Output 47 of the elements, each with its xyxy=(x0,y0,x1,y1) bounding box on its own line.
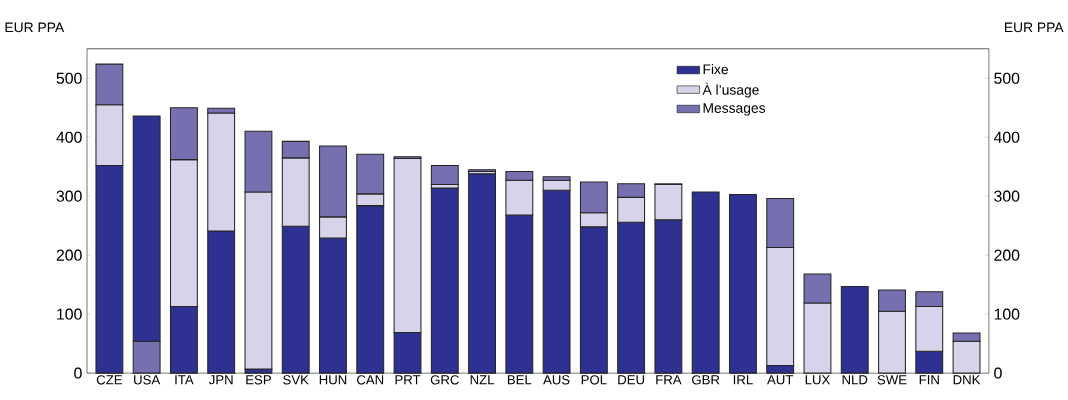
y-tick-label: 400 xyxy=(56,131,82,144)
bar xyxy=(468,173,497,374)
x-tick-label: SVK xyxy=(283,375,309,385)
x-tick-label: ESP xyxy=(246,375,271,385)
y-tick-label: 300 xyxy=(56,190,82,203)
x-tick-label: GBR xyxy=(692,375,720,385)
x-tick-label: POL xyxy=(581,375,607,385)
x-tick-label: IRL xyxy=(733,375,753,385)
bar xyxy=(840,286,869,374)
x-tick-label: LUX xyxy=(805,375,831,385)
y2-tick-label: 300 xyxy=(994,190,1020,203)
x-tick-label: AUS xyxy=(543,375,570,385)
bar xyxy=(691,191,720,374)
x-tick-label: ITA xyxy=(175,375,194,385)
y-tick-label: 100 xyxy=(57,308,82,320)
x-tick-label: CZE xyxy=(96,375,122,385)
x-tick-label: GRC xyxy=(430,375,459,385)
x-tick-label: BEL xyxy=(507,375,532,385)
bar xyxy=(430,187,459,374)
x-tick-label: FIN xyxy=(919,375,939,385)
y2-axis-title: EUR PPA xyxy=(1004,22,1064,33)
y2-tick-label: 200 xyxy=(994,249,1020,262)
legend-label: Fixe xyxy=(703,64,729,75)
x-tick-label: NLD xyxy=(842,375,868,385)
y2-tick-label: 0 xyxy=(994,367,1002,379)
x-tick-label: USA xyxy=(134,375,161,385)
x-tick-label: DNK xyxy=(953,375,981,385)
legend-label: Messages xyxy=(703,103,766,116)
y2-tick-label: 100 xyxy=(994,308,1020,320)
y2-tick-label: 400 xyxy=(993,131,1020,144)
y-axis-title: EUR PPA xyxy=(5,22,65,33)
x-tick-label: CAN xyxy=(357,375,384,385)
x-tick-label: HUN xyxy=(319,375,347,385)
x-tick-label: FRA xyxy=(656,375,682,385)
y-tick-label: 500 xyxy=(56,72,82,85)
x-tick-label: SWE xyxy=(877,375,907,385)
bar xyxy=(430,165,459,186)
y-tick-label: 0 xyxy=(74,367,82,379)
legend-label: À l’usage xyxy=(702,82,759,98)
x-tick-label: NZL xyxy=(470,375,495,385)
bar xyxy=(728,194,757,374)
x-tick-label: JPN xyxy=(208,375,233,385)
y-tick-label: 200 xyxy=(56,249,82,262)
x-tick-label: PRT xyxy=(395,375,421,385)
y2-tick-label: 500 xyxy=(994,72,1020,85)
x-tick-label: AUT xyxy=(767,375,794,385)
x-tick-label: DEU xyxy=(618,375,645,385)
